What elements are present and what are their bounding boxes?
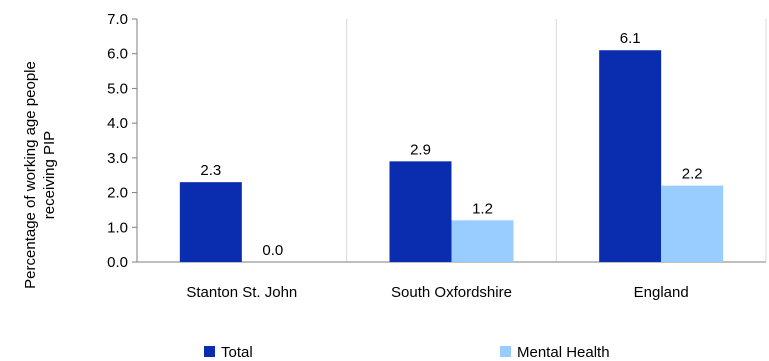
y-tick-label: 5.0 bbox=[107, 80, 128, 97]
bar-mental-health bbox=[661, 185, 724, 262]
y-tick-label: 2.0 bbox=[107, 185, 128, 202]
legend-swatch-total bbox=[204, 346, 215, 357]
y-tick-label: 4.0 bbox=[107, 115, 128, 132]
grid-lines bbox=[346, 19, 767, 262]
y-tick-label: 1.0 bbox=[107, 219, 128, 236]
y-tick-label: 0.0 bbox=[107, 254, 128, 271]
x-tick-label: Stanton St. John bbox=[186, 284, 297, 301]
x-tick-label: South Oxfordshire bbox=[391, 284, 512, 301]
data-label: 2.3 bbox=[200, 162, 221, 179]
bars bbox=[179, 50, 724, 262]
bar-total bbox=[389, 161, 452, 262]
y-tick-label: 3.0 bbox=[107, 150, 128, 167]
y-axis-title-line2: receiving PIP bbox=[41, 131, 58, 219]
y-tick-label: 6.0 bbox=[107, 46, 128, 63]
data-label: 2.2 bbox=[682, 166, 703, 183]
data-label: 0.0 bbox=[262, 242, 283, 259]
data-label: 6.1 bbox=[620, 30, 641, 47]
legend: Total Mental Health bbox=[204, 344, 610, 361]
legend-label-total: Total bbox=[221, 344, 253, 361]
data-label: 1.2 bbox=[472, 200, 493, 217]
x-axis: Stanton St. John South Oxfordshire England bbox=[137, 261, 766, 301]
bar-total bbox=[599, 50, 662, 262]
y-axis-title: Percentage of working age people bbox=[22, 61, 39, 289]
bar-total bbox=[179, 182, 242, 262]
x-tick-label: England bbox=[634, 284, 689, 301]
bar-mental-health bbox=[451, 220, 514, 262]
legend-label-mental-health: Mental Health bbox=[517, 344, 610, 361]
data-labels: 2.3 0.0 2.9 1.2 6.1 2.2 bbox=[200, 30, 702, 259]
y-axis: 0.0 1.0 2.0 3.0 4.0 5.0 6.0 7.0 bbox=[107, 11, 138, 271]
legend-swatch-mental-health bbox=[500, 346, 511, 357]
y-tick-label: 7.0 bbox=[107, 11, 128, 28]
data-label: 2.9 bbox=[410, 141, 431, 158]
